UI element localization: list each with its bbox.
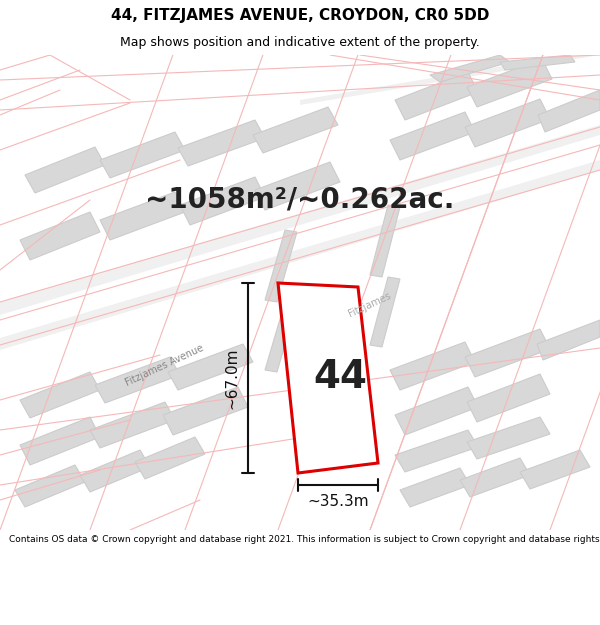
Polygon shape (255, 162, 340, 210)
Polygon shape (465, 329, 550, 377)
Polygon shape (0, 160, 600, 350)
Polygon shape (467, 59, 552, 107)
Text: Contains OS data © Crown copyright and database right 2021. This information is : Contains OS data © Crown copyright and d… (9, 535, 600, 544)
Polygon shape (100, 132, 185, 178)
Polygon shape (395, 72, 478, 120)
Polygon shape (20, 417, 100, 465)
Text: ~1058m²/~0.262ac.: ~1058m²/~0.262ac. (145, 186, 455, 214)
Polygon shape (100, 192, 185, 240)
Polygon shape (135, 437, 205, 479)
Polygon shape (278, 283, 378, 473)
Polygon shape (300, 50, 600, 105)
Polygon shape (538, 90, 600, 132)
Text: Fitzjames Avenue: Fitzjames Avenue (124, 342, 206, 388)
Polygon shape (400, 468, 470, 507)
Polygon shape (95, 357, 180, 403)
Text: ~67.0m: ~67.0m (224, 348, 239, 409)
Polygon shape (430, 55, 510, 82)
Polygon shape (467, 374, 550, 422)
Polygon shape (520, 450, 590, 489)
Polygon shape (395, 387, 478, 435)
Text: Map shows position and indicative extent of the property.: Map shows position and indicative extent… (120, 36, 480, 49)
Polygon shape (537, 320, 600, 360)
Polygon shape (90, 402, 175, 448)
Polygon shape (467, 417, 550, 459)
Polygon shape (265, 230, 297, 302)
Polygon shape (0, 125, 600, 315)
Polygon shape (465, 99, 550, 147)
Polygon shape (370, 277, 400, 347)
Polygon shape (178, 120, 265, 166)
Text: Fitzjames: Fitzjames (347, 291, 393, 319)
Polygon shape (395, 430, 478, 472)
Text: 44, FITZJAMES AVENUE, CROYDON, CR0 5DD: 44, FITZJAMES AVENUE, CROYDON, CR0 5DD (111, 8, 489, 23)
Polygon shape (15, 465, 85, 507)
Text: 44: 44 (313, 357, 367, 396)
Polygon shape (265, 302, 297, 372)
Polygon shape (180, 177, 265, 225)
Text: ~35.3m: ~35.3m (307, 494, 369, 509)
Polygon shape (80, 450, 150, 492)
Polygon shape (163, 387, 248, 435)
Polygon shape (20, 372, 100, 418)
Polygon shape (390, 342, 475, 390)
Polygon shape (168, 344, 253, 390)
Polygon shape (500, 55, 575, 70)
Polygon shape (253, 107, 338, 153)
Polygon shape (370, 205, 400, 277)
Polygon shape (20, 212, 100, 260)
Polygon shape (25, 147, 105, 193)
Polygon shape (460, 458, 530, 497)
Polygon shape (390, 112, 475, 160)
